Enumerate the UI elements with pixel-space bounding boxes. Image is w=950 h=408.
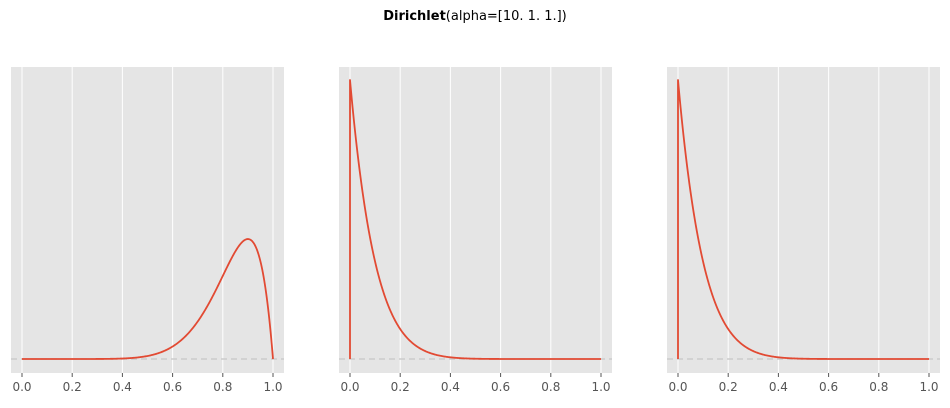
panel-2-x-tick-label: 0.8: [541, 380, 560, 394]
chart-title-rest: (alpha=[10. 1. 1.]): [445, 9, 567, 24]
panel-1-x-tick-label: 1.0: [263, 380, 282, 394]
panel-3-x-tick-label: 0.2: [719, 380, 738, 394]
panel-3-x-tick-label: 0.0: [668, 380, 687, 394]
panel-2-x-tick-label: 0.0: [340, 380, 359, 394]
panel-1-x-tick-label: 0.4: [113, 380, 132, 394]
panel-2-x-tick-label: 0.6: [491, 380, 510, 394]
panel-3-x-tick-label: 1.0: [919, 380, 938, 394]
panel-2-x-tick-label: 0.2: [391, 380, 410, 394]
panel-2-x-tick-label: 1.0: [591, 380, 610, 394]
panel-1-x-tick-label: 0.6: [163, 380, 182, 394]
panel-3-density-line: [677, 79, 930, 360]
panel-3-x-tick-label: 0.6: [819, 380, 838, 394]
panel-2-x-tick-label: 0.4: [441, 380, 460, 394]
chart-title-bold: Dirichlet: [383, 9, 446, 24]
panel-1-density-line: [21, 238, 274, 360]
panel-1-x-tick-label: 0.8: [213, 380, 232, 394]
panel-3-x-tick-label: 0.4: [769, 380, 788, 394]
panel-1-x-tick-label: 0.2: [63, 380, 82, 394]
panel-2-background: [339, 67, 612, 373]
panel-3-background: [667, 67, 940, 373]
panel-2-density-line: [349, 79, 602, 360]
panel-1-background: [11, 67, 284, 373]
chart-title: Dirichlet(alpha=[10. 1. 1.]): [0, 9, 950, 24]
panel-1-x-tick-label: 0.0: [12, 380, 31, 394]
panel-3-x-tick-label: 0.8: [869, 380, 888, 394]
